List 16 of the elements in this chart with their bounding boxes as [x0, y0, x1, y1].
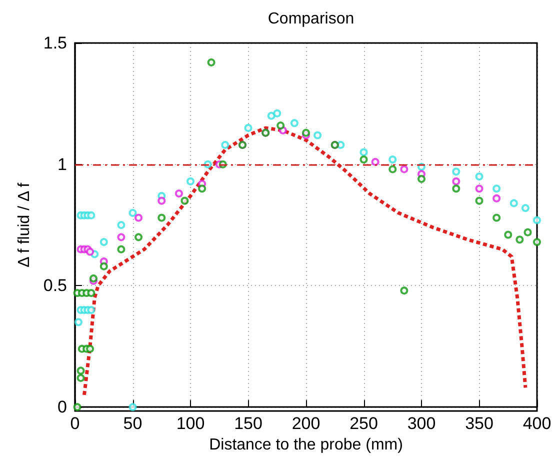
x-tick-label: 150: [234, 414, 262, 434]
x-tick-label: 100: [176, 414, 205, 434]
x-tick-label: 350: [465, 414, 494, 434]
y-tick-label: 0.5: [43, 276, 67, 296]
y-tick-label: 1.5: [43, 34, 67, 52]
chart-title: Comparison: [268, 10, 354, 28]
x-tick-label: 300: [407, 414, 436, 434]
y-tick-label: 0: [58, 398, 67, 417]
x-tick-label: 250: [350, 414, 378, 434]
x-tick-label: 0: [70, 414, 80, 434]
x-axis-title: Distance to the probe (mm): [209, 436, 403, 454]
x-tick-label: 50: [123, 414, 142, 434]
y-tick-label: 1: [58, 154, 67, 174]
x-tick-label: 400: [522, 414, 552, 434]
y-axis-title: Δ f fluid / Δ f: [16, 182, 33, 268]
x-tick-label: 200: [292, 414, 320, 434]
